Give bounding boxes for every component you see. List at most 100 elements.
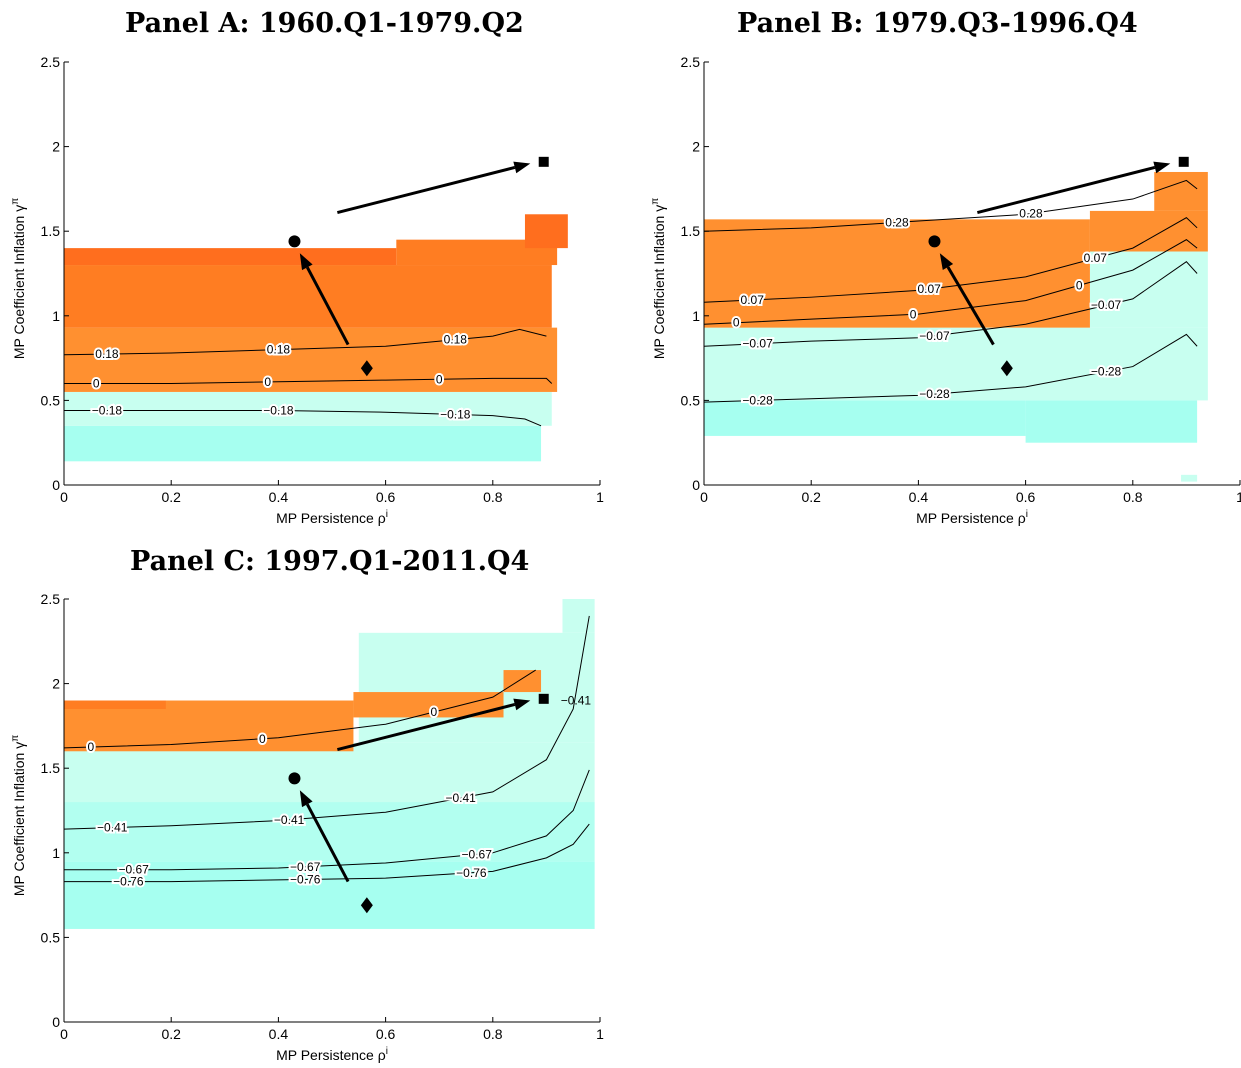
- contour-line: [703, 179, 1198, 232]
- y-tick-label: 2.5: [41, 54, 61, 70]
- y-axis-label: MP Coefficient Inflation γπ: [650, 198, 667, 359]
- arrow-shaft: [336, 166, 516, 215]
- contour-line: [63, 669, 536, 749]
- y-tick-label: 0.5: [681, 392, 701, 408]
- x-tick-label: 0.2: [161, 489, 181, 505]
- diamond-marker: [360, 897, 373, 914]
- contour-label: −0.18: [92, 404, 123, 418]
- contour-label: 0: [430, 705, 437, 719]
- panel-c-plot: 000−0.41−0.41−0.41−0.67 −0.67−0.67−0.76 −0…: [10, 591, 604, 1063]
- panel-a-title: Panel A: 1960.Q1-1979.Q2: [125, 8, 524, 39]
- contour-label: 0.07: [1084, 251, 1108, 265]
- x-tick-label: 1: [1236, 489, 1241, 505]
- region-orange_light: [1154, 171, 1208, 211]
- panel-a-plot: 0.18 0.180.180 0 0−0.18 −0.18 −0.180 0.2 0.4 0.6…: [10, 54, 604, 526]
- x-axis-label-sup: i: [386, 509, 388, 520]
- contour-label: 0.07: [917, 282, 941, 296]
- region-cyan_light: [704, 327, 1208, 401]
- contour-label: −0.76: [113, 875, 144, 889]
- arrow-shaft: [305, 803, 350, 883]
- y-axis-label: MP Coefficient Inflation γπ: [10, 198, 27, 359]
- arrow-shaft: [976, 166, 1156, 215]
- arrow-head: [299, 253, 313, 271]
- x-axis-label-sup: i: [1026, 509, 1028, 520]
- region-cyan_dark: [64, 425, 542, 462]
- arrow-head: [939, 253, 954, 271]
- contour-label: 0: [93, 376, 100, 390]
- x-axis-label: MP Persistence ρi: [916, 509, 1028, 526]
- x-tick-label: 0.4: [909, 489, 929, 505]
- x-tick-label: 0: [60, 489, 68, 505]
- region-cyan_dark: [704, 400, 1026, 436]
- contour-line: [63, 615, 590, 830]
- y-tick-label: 1.5: [681, 223, 701, 239]
- contour-label: −0.18: [263, 404, 294, 418]
- region-orange_light: [704, 219, 1090, 328]
- region-cyan_dark: [1025, 400, 1198, 443]
- contour-label: −0.41: [97, 821, 128, 835]
- y-tick-label: 0.5: [41, 929, 61, 945]
- x-tick-label: 1: [596, 1026, 604, 1042]
- contour-line: [64, 410, 542, 427]
- circle-marker: [928, 235, 941, 248]
- y-axis-label: MP Coefficient Inflation γπ: [10, 735, 27, 896]
- x-tick-label: 0.4: [269, 1026, 289, 1042]
- contour-label: 0: [436, 372, 443, 386]
- contour-label: 0: [87, 740, 94, 754]
- square-marker: [538, 156, 549, 167]
- x-axis-label: MP Persistence ρi: [276, 509, 388, 526]
- circle-marker: [288, 772, 301, 785]
- contour-label: −0.07: [919, 329, 950, 343]
- square-marker: [1178, 156, 1189, 167]
- x-tick-label: 1: [596, 489, 604, 505]
- contour-label: −0.28: [742, 393, 773, 407]
- x-tick-label: 0.8: [483, 1026, 503, 1042]
- x-tick-label: 0.6: [1016, 489, 1036, 505]
- y-tick-label: 2: [52, 676, 60, 692]
- x-tick-label: 0.2: [161, 1026, 181, 1042]
- contour-line: [703, 260, 1198, 347]
- x-tick-label: 0.8: [483, 489, 503, 505]
- contour-label: 0: [264, 375, 271, 389]
- region-orange_dark: [524, 214, 568, 249]
- y-tick-label: 1: [692, 308, 700, 324]
- y-tick-label: 0.5: [41, 392, 61, 408]
- region-cyan_light: [1089, 251, 1208, 328]
- contour-label: −0.41: [445, 791, 476, 805]
- contour-label: −0.28: [919, 387, 950, 401]
- x-axis-label: MP Persistence ρi: [276, 1046, 388, 1063]
- y-axis-label-sup: π: [10, 198, 21, 205]
- region-cyan_light: [562, 599, 595, 633]
- contour-label: 0.18: [444, 333, 468, 347]
- diamond-marker: [360, 360, 373, 377]
- region-cyan_mid: [64, 802, 595, 862]
- region-orange_mid: [64, 700, 166, 709]
- y-tick-label: 1.5: [41, 760, 61, 776]
- square-marker: [538, 693, 549, 704]
- contour-line: [703, 239, 1198, 325]
- contour-line: [64, 377, 553, 384]
- contour-label: −0.76: [456, 866, 487, 880]
- contour-label: 0: [733, 316, 740, 330]
- contour-label: −0.28: [1091, 365, 1122, 379]
- contour-label: 0: [259, 732, 266, 746]
- contour-label: −0.41: [561, 694, 592, 708]
- x-tick-label: 0.4: [269, 489, 289, 505]
- x-tick-label: 0.6: [376, 1026, 396, 1042]
- region-cyan_light: [64, 742, 595, 803]
- arrow-head: [513, 698, 531, 711]
- contour-label: −0.67: [462, 847, 493, 861]
- contour-label: 0.28: [885, 215, 909, 229]
- arrow-shaft: [946, 266, 995, 346]
- region-orange_dark: [64, 248, 397, 266]
- contour-label: 0.18: [95, 347, 119, 361]
- y-tick-label: 1: [52, 308, 60, 324]
- contour-label: 0: [1076, 278, 1083, 292]
- contour-label: 0.18: [267, 343, 291, 357]
- circle-marker: [288, 235, 301, 248]
- y-tick-label: 1: [52, 845, 60, 861]
- y-tick-label: 0: [52, 477, 60, 493]
- contour-label: −0.07: [1091, 298, 1122, 312]
- panel-c-title: Panel C: 1997.Q1-2011.Q4: [130, 546, 530, 577]
